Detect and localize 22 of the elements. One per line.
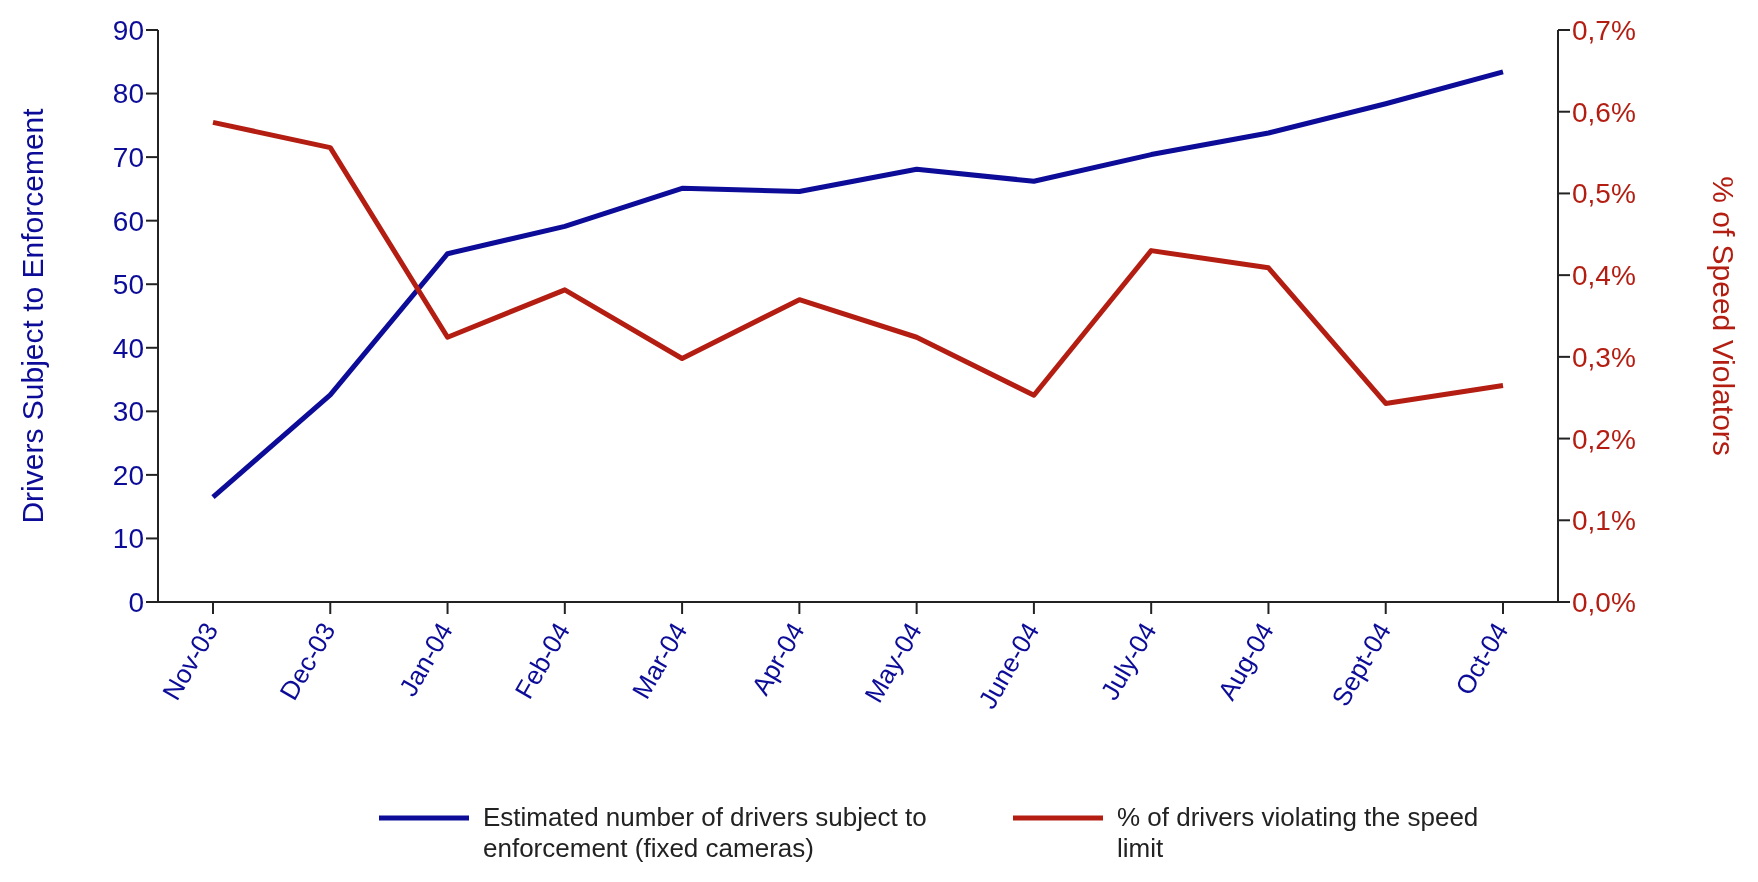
y2-tick-label: 0,0%	[1572, 586, 1636, 618]
y-tick-label: 50	[112, 269, 144, 301]
legend-label: Estimated number of drivers subject to enforcement (fixed cameras)	[483, 802, 928, 864]
y2-tick-label: 0,5%	[1572, 178, 1636, 210]
y2-tick-label: 0,7%	[1572, 14, 1636, 46]
y2-tick-label: 0,1%	[1572, 505, 1636, 537]
y-tick-label: 60	[112, 205, 144, 237]
y2-tick-label: 0,4%	[1572, 260, 1636, 292]
y-tick-label: 70	[112, 142, 144, 174]
y-axis-title: Drivers Subject to Enforcement	[15, 107, 49, 524]
y-tick-label: 20	[112, 459, 144, 491]
y2-tick-label: 0,6%	[1572, 96, 1636, 128]
y2-axis-title: % of Speed Violators	[1707, 176, 1741, 456]
y-tick-label: 10	[112, 523, 144, 555]
y2-tick-label: 0,2%	[1572, 423, 1636, 455]
y-tick-label: 80	[112, 78, 144, 110]
y2-tick-label: 0,3%	[1572, 341, 1636, 373]
y-tick-label: 30	[112, 396, 144, 428]
y-tick-label: 90	[112, 14, 144, 46]
y-tick-label: 40	[112, 332, 144, 364]
legend-label: % of drivers violating the speed limit	[1117, 802, 1480, 864]
y-tick-label: 0	[128, 586, 144, 618]
